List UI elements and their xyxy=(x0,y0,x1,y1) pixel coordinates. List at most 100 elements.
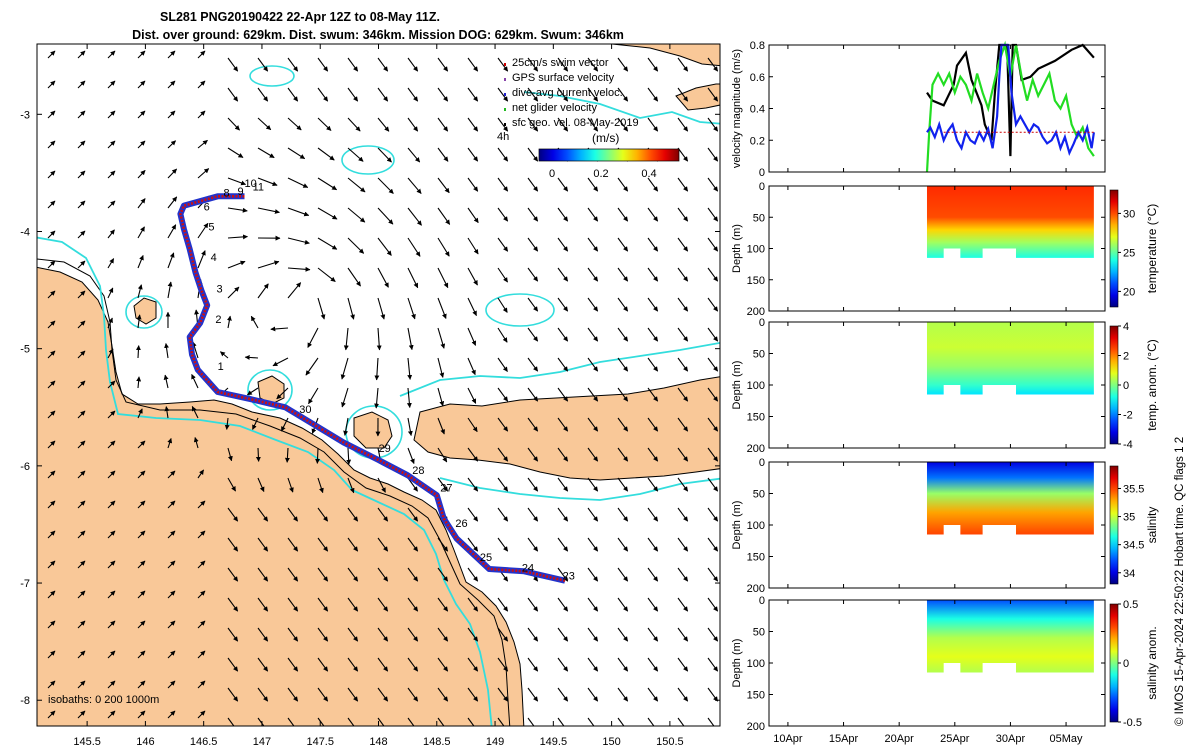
velocity-vector xyxy=(347,57,359,72)
velocity-vector xyxy=(252,417,259,430)
map-colorbar-tick: 0.2 xyxy=(593,168,608,180)
velocity-vector xyxy=(617,687,629,702)
velocity-vector xyxy=(677,417,689,432)
velocity-vector xyxy=(467,87,479,102)
velocity-vector xyxy=(307,327,319,348)
colorbar-tick-label: 35.5 xyxy=(1123,483,1144,495)
velocity-vector xyxy=(617,717,625,726)
map-y-tick-label: -5 xyxy=(20,344,30,356)
velocity-vector xyxy=(287,147,306,160)
velocity-vector xyxy=(467,207,479,224)
track-day-label: 8 xyxy=(223,187,229,199)
velocity-vector xyxy=(246,387,259,396)
velocity-vector xyxy=(617,477,629,492)
velocity-vector xyxy=(47,530,56,539)
velocity-vector xyxy=(317,87,329,102)
velocity-vector xyxy=(527,717,535,726)
velocity-vector xyxy=(647,477,659,492)
track-day-label: 9 xyxy=(237,186,243,198)
colorbar-tick-label: 0.5 xyxy=(1123,599,1138,611)
velocity-vector xyxy=(47,50,56,59)
velocity-vector xyxy=(317,147,335,161)
track-day-label: 28 xyxy=(412,465,424,477)
colorbar-label: temp. anom. (°C) xyxy=(1145,339,1159,431)
velocity-vector xyxy=(437,267,449,289)
y-tick-label: 0.2 xyxy=(750,135,765,147)
velocity-vector xyxy=(317,567,329,582)
panel-frame xyxy=(768,321,1106,449)
velocity-vector xyxy=(346,447,352,465)
velocity-vector xyxy=(287,177,309,188)
velocity-vector xyxy=(377,567,389,582)
velocity-vector xyxy=(527,57,539,72)
velocity-vector xyxy=(197,650,206,659)
velocity-vector xyxy=(77,200,86,209)
colorbar-tick-label: 25 xyxy=(1123,247,1135,259)
velocity-vector xyxy=(377,627,389,642)
velocity-vector xyxy=(557,237,569,252)
velocity-vector xyxy=(227,147,244,158)
velocity-vector xyxy=(617,327,629,342)
velocity-vector xyxy=(617,297,629,312)
map-colorbar-tick: 0.4 xyxy=(641,168,656,180)
velocity-vector xyxy=(377,147,392,163)
y-tick-label: 100 xyxy=(747,658,765,670)
velocity-vector xyxy=(677,57,689,72)
velocity-vector xyxy=(707,57,719,72)
land-umboi-island xyxy=(353,411,393,449)
velocity-vector xyxy=(227,87,239,102)
map-y-tick-label: -3 xyxy=(20,109,30,121)
velocity-vector xyxy=(197,710,206,719)
velocity-vector xyxy=(167,50,176,59)
velocity-vector xyxy=(557,627,569,642)
velocity-vector xyxy=(107,590,116,599)
velocity-vector xyxy=(167,437,173,449)
velocity-vector xyxy=(47,260,56,269)
velocity-vector xyxy=(197,139,208,149)
velocity-vector xyxy=(287,117,302,131)
velocity-vector xyxy=(137,50,146,59)
velocity-vector xyxy=(77,410,86,419)
velocity-vector xyxy=(527,147,539,162)
velocity-vector xyxy=(377,597,389,612)
time-tick-label: 05May xyxy=(1050,733,1084,745)
velocity-vector xyxy=(47,140,56,149)
velocity-vector xyxy=(617,567,629,582)
track-day-label: 25 xyxy=(480,552,492,564)
velocity-vector xyxy=(377,297,386,320)
velocity-vector xyxy=(227,57,239,72)
velocity-vector xyxy=(107,50,116,59)
velocity-vector xyxy=(497,297,508,313)
velocity-vector xyxy=(437,447,448,463)
velocity-vector xyxy=(707,297,719,312)
velocity-vector xyxy=(287,507,299,522)
velocity-vector xyxy=(257,207,280,214)
velocity-vector xyxy=(257,627,269,642)
velocity-vector xyxy=(167,620,176,629)
time-tick-label: 25Apr xyxy=(940,733,970,745)
velocity-vector xyxy=(197,530,206,539)
velocity-vector xyxy=(287,266,311,272)
velocity-vector xyxy=(647,717,655,726)
velocity-vector xyxy=(137,590,146,599)
velocity-vector xyxy=(527,687,539,702)
velocity-vector xyxy=(377,537,389,552)
y-tick-label: 0 xyxy=(759,595,765,607)
isobath-seamount-2 xyxy=(249,65,295,87)
velocity-vector xyxy=(407,447,415,465)
y-tick-label: 150 xyxy=(747,690,765,702)
velocity-vector xyxy=(47,320,56,329)
velocity-vector xyxy=(587,717,595,726)
track-day-label: 4 xyxy=(211,252,217,264)
velocity-vector xyxy=(107,380,116,389)
velocity-vector xyxy=(647,537,659,552)
velocity-vector xyxy=(647,357,659,372)
velocity-vector xyxy=(347,687,359,702)
velocity-vector xyxy=(167,252,175,269)
velocity-vector xyxy=(557,327,569,342)
velocity-vector xyxy=(437,237,450,257)
velocity-vector xyxy=(347,237,365,254)
map-x-tick-label: 149 xyxy=(486,736,504,748)
y-tick-label: 50 xyxy=(753,489,765,501)
velocity-vector xyxy=(647,267,659,282)
